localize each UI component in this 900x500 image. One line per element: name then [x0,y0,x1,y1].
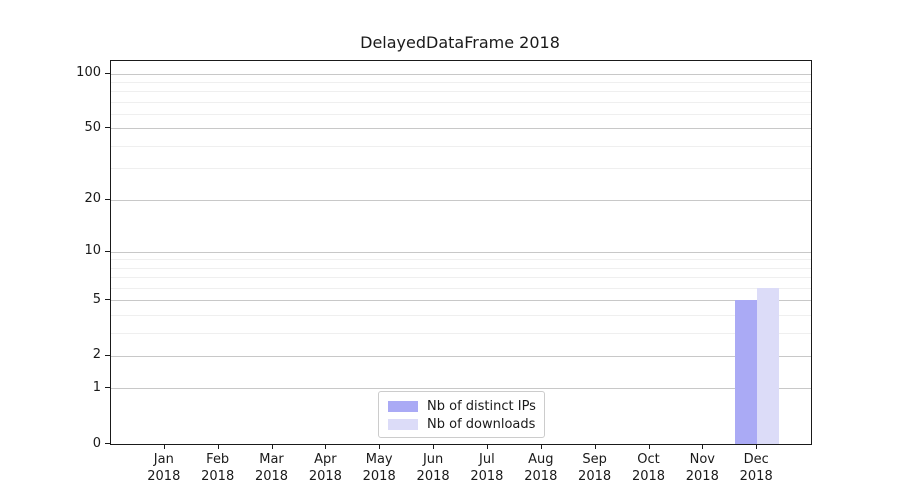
x-tick-mark [702,444,704,449]
legend-swatch [388,418,418,430]
gridline-minor [111,114,811,115]
legend-item: Nb of distinct IPs [379,397,544,415]
gridline-minor [111,101,811,103]
x-tick-label-year: 2018 [201,469,235,484]
legend-items: Nb of distinct IPs Nb of downloads [379,397,544,433]
x-tick-label-year: 2018 [254,469,289,484]
x-tick-label-year: 2018 [308,469,342,484]
x-tick-mark [325,444,327,449]
x-tick-label-year: 2018 [739,469,773,484]
x-tick-label-month: Nov [689,452,715,467]
y-tick-label: 10 [84,243,101,258]
gridline-minor [111,168,811,170]
gridline-minor [111,259,811,261]
x-tick-label-month: Dec [743,452,769,467]
x-tick-label-month: Mar [259,452,284,467]
x-tick-mark [756,444,758,449]
y-tick-label: 0 [92,435,101,451]
x-tick-label-year: 2018 [470,469,504,484]
x-tick-label: Dec 2018 [711,451,801,485]
gridline-major [111,388,811,390]
gridline-minor [111,287,811,289]
x-tick-mark [163,444,165,449]
x-tick-label: Oct 2018 [604,451,694,485]
x-tick-label: Jul 2018 [442,451,532,485]
gridline-major [111,251,811,253]
gridline-major [111,300,811,302]
legend-label: Nb of distinct IPs [427,398,536,414]
y-tick-mark [105,127,110,129]
y-tick-label: 2 [92,347,101,363]
x-tick-label-month: Apr [314,452,337,467]
x-tick-label-year: 2018 [578,469,612,484]
plot-area [110,60,812,445]
x-tick-mark [540,444,542,449]
x-tick-label: Aug 2018 [496,451,586,485]
y-tick-mark [105,354,110,356]
x-tick-label-month: Oct [637,452,660,467]
x-tick-mark [433,444,435,449]
x-tick-label-month: Jun [422,452,444,467]
x-tick-label-month: Aug [528,452,554,467]
x-tick-label: Apr 2018 [280,451,370,485]
gridline-major [111,355,811,357]
legend-label: Nb of downloads [427,416,536,432]
y-tick-label: 5 [92,291,101,307]
legend-swatch [388,400,418,412]
x-tick-label-month: Feb [206,452,230,467]
legend-item: Nb of downloads [379,415,544,433]
x-tick-mark [594,444,596,449]
y-tick-mark [105,443,110,444]
gridline-major [111,199,811,201]
x-tick-mark [271,444,273,449]
x-tick-label-year: 2018 [362,469,396,484]
x-tick-label: Mar 2018 [227,451,317,485]
y-tick-label: 50 [84,119,101,135]
x-tick-mark [486,444,488,449]
legend: Nb of distinct IPs Nb of downloads [378,391,545,438]
y-tick-mark [105,250,110,252]
x-tick-label-year: 2018 [685,469,719,484]
gridline-minor [111,267,811,269]
x-tick-label: Sep 2018 [550,451,640,485]
x-tick-label-year: 2018 [524,469,558,484]
gridline-minor [111,277,811,279]
y-tick-mark [105,299,110,301]
gridline-major [111,128,811,130]
x-tick-label-month: Jul [479,452,495,467]
gridline-minor [111,332,811,334]
x-tick-label-month: May [365,452,393,467]
x-tick-label-month: Sep [582,452,607,467]
y-tick-label: 20 [84,191,101,207]
y-tick-mark [105,72,110,74]
gridline-minor [111,314,811,316]
x-tick-label-year: 2018 [416,469,450,484]
y-tick-label: 1 [92,379,101,395]
x-tick-label: Jan 2018 [119,451,209,485]
y-tick-mark [105,387,110,389]
y-tick-label: 100 [76,65,101,80]
y-tick-mark [105,198,110,200]
chart-title: DelayedDataFrame 2018 [360,33,560,52]
x-tick-label: Jun 2018 [388,451,478,485]
x-tick-mark [648,444,650,449]
gridline-minor [111,81,811,83]
bar-nb-of-distinct-ips [735,300,758,444]
gridline-minor [111,91,811,93]
x-tick-label-year: 2018 [147,469,181,484]
gridline-major [111,73,811,75]
x-tick-label: May 2018 [334,451,424,485]
gridline-minor [111,145,811,147]
x-tick-mark [217,444,219,449]
x-tick-label-month: Jan [153,452,174,467]
x-tick-label-year: 2018 [631,469,666,484]
x-tick-label: Feb 2018 [173,451,263,485]
x-tick-mark [379,444,381,449]
bar-nb-of-downloads [757,287,780,444]
x-tick-label: Nov 2018 [657,451,747,485]
